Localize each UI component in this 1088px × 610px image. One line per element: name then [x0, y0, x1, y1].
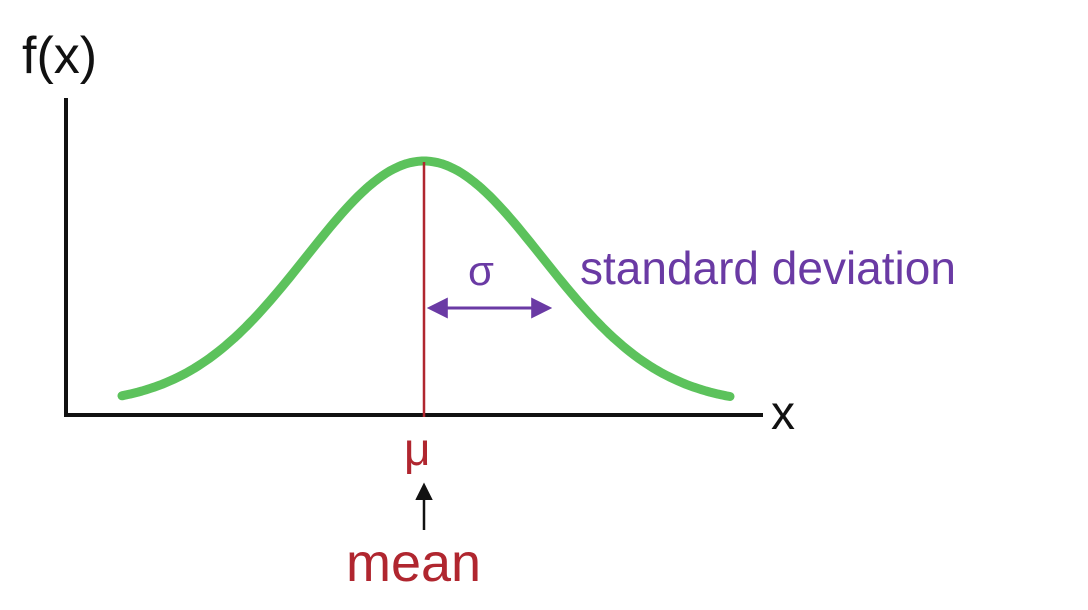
normal-curve: [117, 156, 735, 401]
y-axis-label: f(x): [22, 27, 98, 85]
mu-label: μ: [404, 423, 431, 475]
mean-label: mean: [346, 533, 482, 593]
x-axis-label: x: [771, 387, 795, 440]
standard-deviation-label: standard deviation: [580, 242, 956, 294]
sigma-label: σ: [468, 247, 494, 294]
